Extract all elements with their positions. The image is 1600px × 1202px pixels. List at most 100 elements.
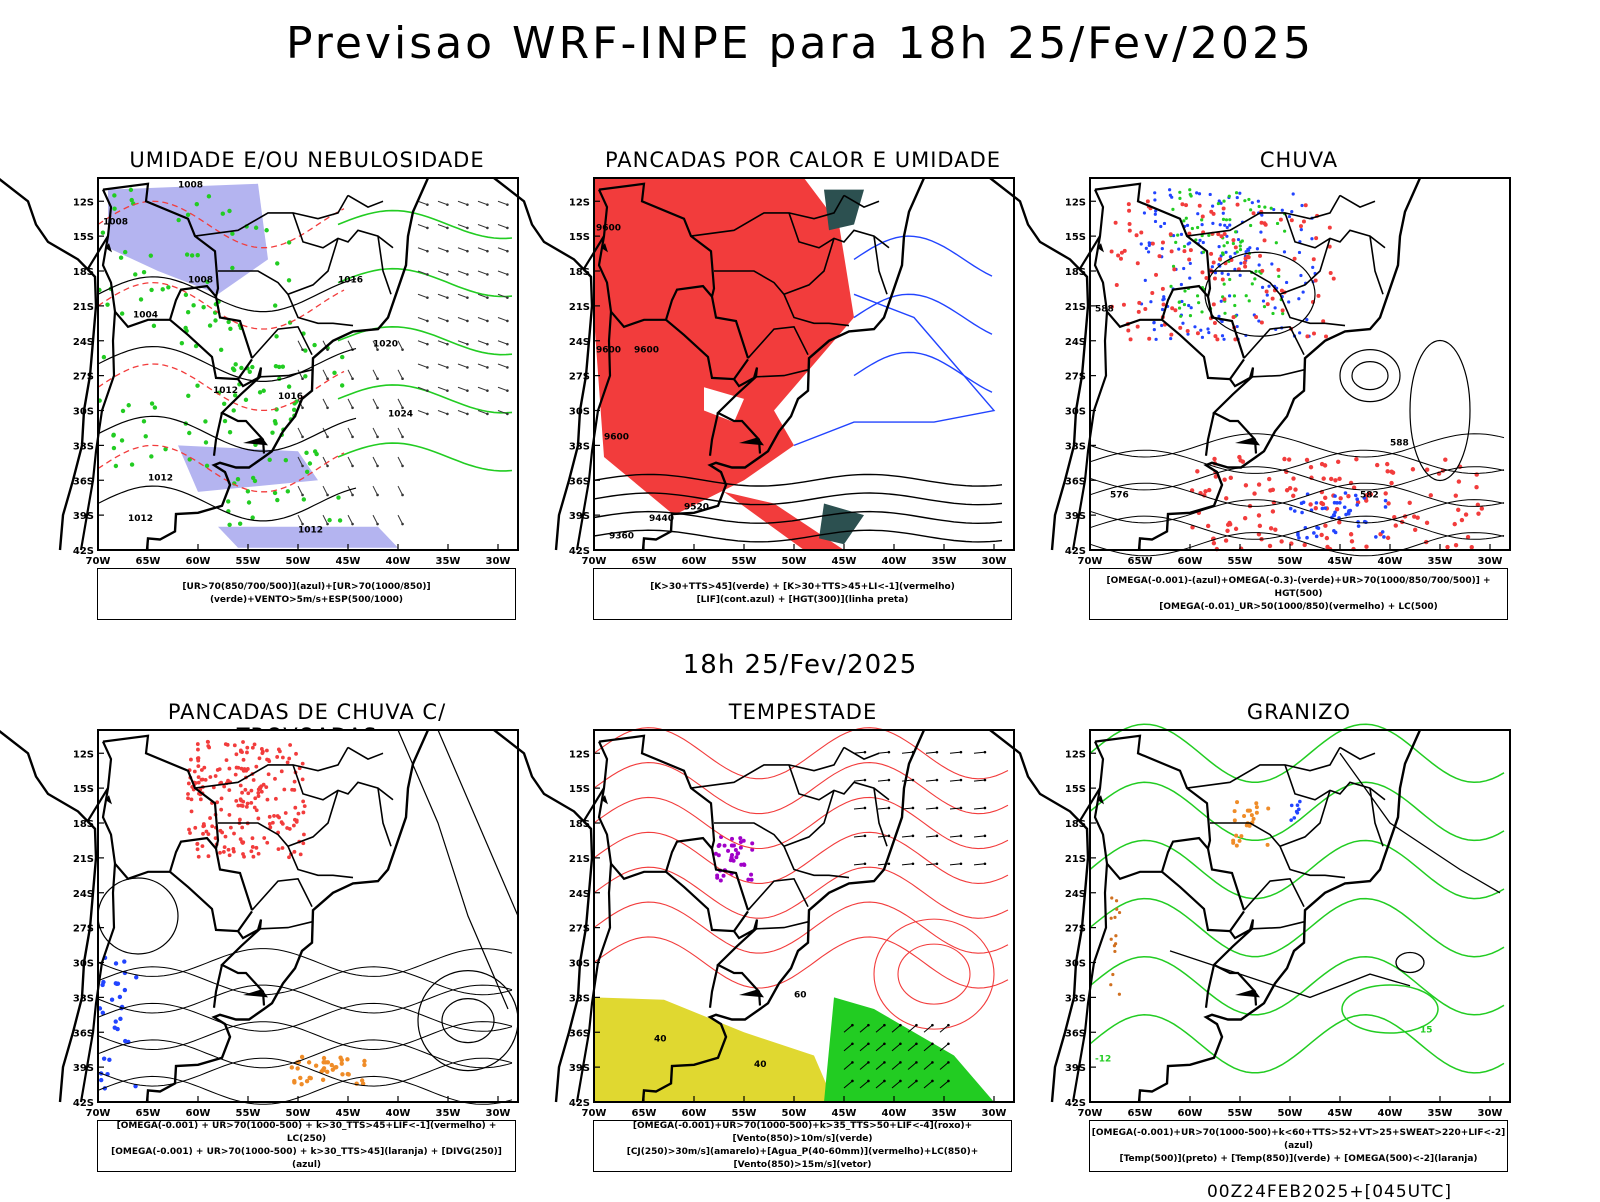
precip-water-contour bbox=[593, 831, 1009, 884]
map-frame bbox=[593, 729, 1015, 1103]
lon-tick-label: 65W bbox=[1128, 1108, 1153, 1119]
humidity-low-cell bbox=[276, 364, 282, 370]
rain-red-cell bbox=[1200, 270, 1205, 275]
panel-title-chuva: CHUVA bbox=[1259, 148, 1339, 172]
storm-red-cell bbox=[290, 787, 294, 792]
wind-vector bbox=[417, 224, 428, 229]
humidity-low-cell bbox=[187, 430, 192, 436]
omega-green-cell bbox=[1194, 238, 1198, 242]
omega-blue-cell bbox=[1301, 290, 1305, 294]
humidity-low-cell bbox=[193, 343, 199, 349]
rain-red-cell bbox=[1428, 493, 1433, 498]
rain-red-cell bbox=[1321, 319, 1326, 324]
legend-line: [OMEGA(-0.001) + UR>70(1000-500) + k>30_… bbox=[111, 1147, 502, 1170]
state-border bbox=[1339, 194, 1376, 208]
omega-blue-cell bbox=[1314, 534, 1319, 539]
omega-green-cell bbox=[1232, 294, 1237, 298]
contour-label: 9440 bbox=[649, 514, 674, 524]
state-border bbox=[377, 787, 392, 847]
lat-tick-label: 30S bbox=[73, 959, 94, 970]
omega-blue-cell bbox=[1238, 191, 1242, 195]
humidity-low-contour bbox=[337, 384, 513, 414]
wind-vector-head bbox=[506, 319, 509, 323]
rain-red-cell bbox=[1456, 507, 1461, 513]
wind-850-vector bbox=[973, 807, 985, 810]
storm-red-cell bbox=[189, 757, 193, 762]
rain-red-cell bbox=[1172, 267, 1177, 272]
omega-green-cell bbox=[1201, 250, 1206, 254]
omega-blue-cell bbox=[1233, 267, 1237, 271]
omega-green-cell bbox=[1169, 284, 1173, 288]
omega-blue-cell bbox=[1355, 503, 1359, 507]
omega-green-cell bbox=[1249, 223, 1253, 228]
omega-green-cell bbox=[1174, 240, 1178, 244]
state-border bbox=[1210, 822, 1346, 879]
state-border bbox=[1369, 235, 1384, 295]
storm-red-cell bbox=[213, 836, 218, 841]
rain-red-cell bbox=[1135, 324, 1140, 329]
rain-red-cell bbox=[1337, 476, 1342, 482]
omega-blue-cell bbox=[1222, 337, 1226, 341]
rain-red-cell bbox=[1245, 254, 1250, 259]
humidity-low-cell bbox=[312, 449, 318, 454]
humidity-low-cell bbox=[133, 272, 138, 277]
rain-red-cell bbox=[1270, 296, 1275, 301]
humidity-low-cell bbox=[120, 408, 126, 414]
rain-red-cell bbox=[1168, 232, 1173, 237]
humidity-low-cell bbox=[307, 461, 313, 466]
state-border bbox=[1243, 325, 1305, 359]
height-300-contour bbox=[593, 510, 1003, 525]
humidity-low-cell bbox=[286, 384, 292, 389]
storm-red-cell bbox=[227, 813, 232, 817]
wind-vector-head bbox=[326, 493, 329, 497]
omega-orange-cell bbox=[1254, 810, 1259, 815]
wind-vector-head bbox=[376, 522, 379, 526]
omega-blue-cell bbox=[1221, 211, 1225, 215]
wind-vector bbox=[497, 317, 508, 322]
rain-red-cell bbox=[1293, 487, 1298, 492]
lon-tick-label: 60W bbox=[682, 1108, 707, 1119]
height-300-contour bbox=[593, 529, 1003, 543]
country-border bbox=[1094, 734, 1246, 911]
humidity-low-cell bbox=[246, 500, 252, 505]
omega-orange-cell bbox=[1249, 813, 1254, 818]
humidity-low-cell bbox=[112, 193, 117, 198]
omega-blue-cell bbox=[1315, 525, 1319, 530]
omega-blue-cell bbox=[1198, 238, 1202, 242]
lon-tick-label: 55W bbox=[1228, 1108, 1253, 1119]
wind-850-vector-head bbox=[883, 1042, 886, 1046]
wind-vector-head bbox=[466, 273, 469, 276]
wind-vector-head bbox=[426, 296, 429, 299]
rain-red-cell bbox=[1257, 523, 1263, 529]
wind-850-vector bbox=[843, 1024, 853, 1033]
omega-blue-cell bbox=[1213, 271, 1218, 275]
state-border bbox=[347, 746, 384, 760]
storm-red-cell bbox=[226, 778, 230, 783]
wind-vector bbox=[397, 485, 403, 496]
omega-blue-cell bbox=[1189, 306, 1193, 310]
lat-tick-label: 24S bbox=[73, 337, 94, 348]
storm-red-cell bbox=[193, 825, 198, 830]
omega-blue-cell bbox=[1296, 533, 1300, 537]
omega-orange-cell bbox=[1234, 833, 1239, 838]
map-background bbox=[1090, 178, 1510, 550]
wind-vector bbox=[397, 427, 403, 438]
wind-vector-head bbox=[326, 435, 329, 439]
humidity-low-cell bbox=[245, 489, 251, 494]
omega-blue-cell bbox=[1338, 501, 1342, 505]
lon-tick-label: 60W bbox=[682, 556, 707, 567]
wind-850-vector-head bbox=[863, 778, 867, 782]
state-border bbox=[292, 212, 394, 249]
storm-orange-cell bbox=[362, 1062, 367, 1068]
storm-red-cell bbox=[267, 821, 272, 826]
map-frame bbox=[1089, 177, 1511, 551]
omega-blue-cell bbox=[1287, 214, 1292, 219]
omega-blue-cell bbox=[1260, 285, 1265, 289]
storm-red-cell bbox=[195, 842, 200, 846]
omega-blue-cell bbox=[1270, 262, 1274, 266]
rain-red-cell bbox=[1109, 249, 1114, 254]
wind-850-vector bbox=[901, 779, 913, 782]
wind-850-vector-head bbox=[931, 1023, 934, 1027]
omega-orange-cell bbox=[1113, 915, 1117, 919]
rain-red-cell bbox=[1119, 250, 1124, 255]
